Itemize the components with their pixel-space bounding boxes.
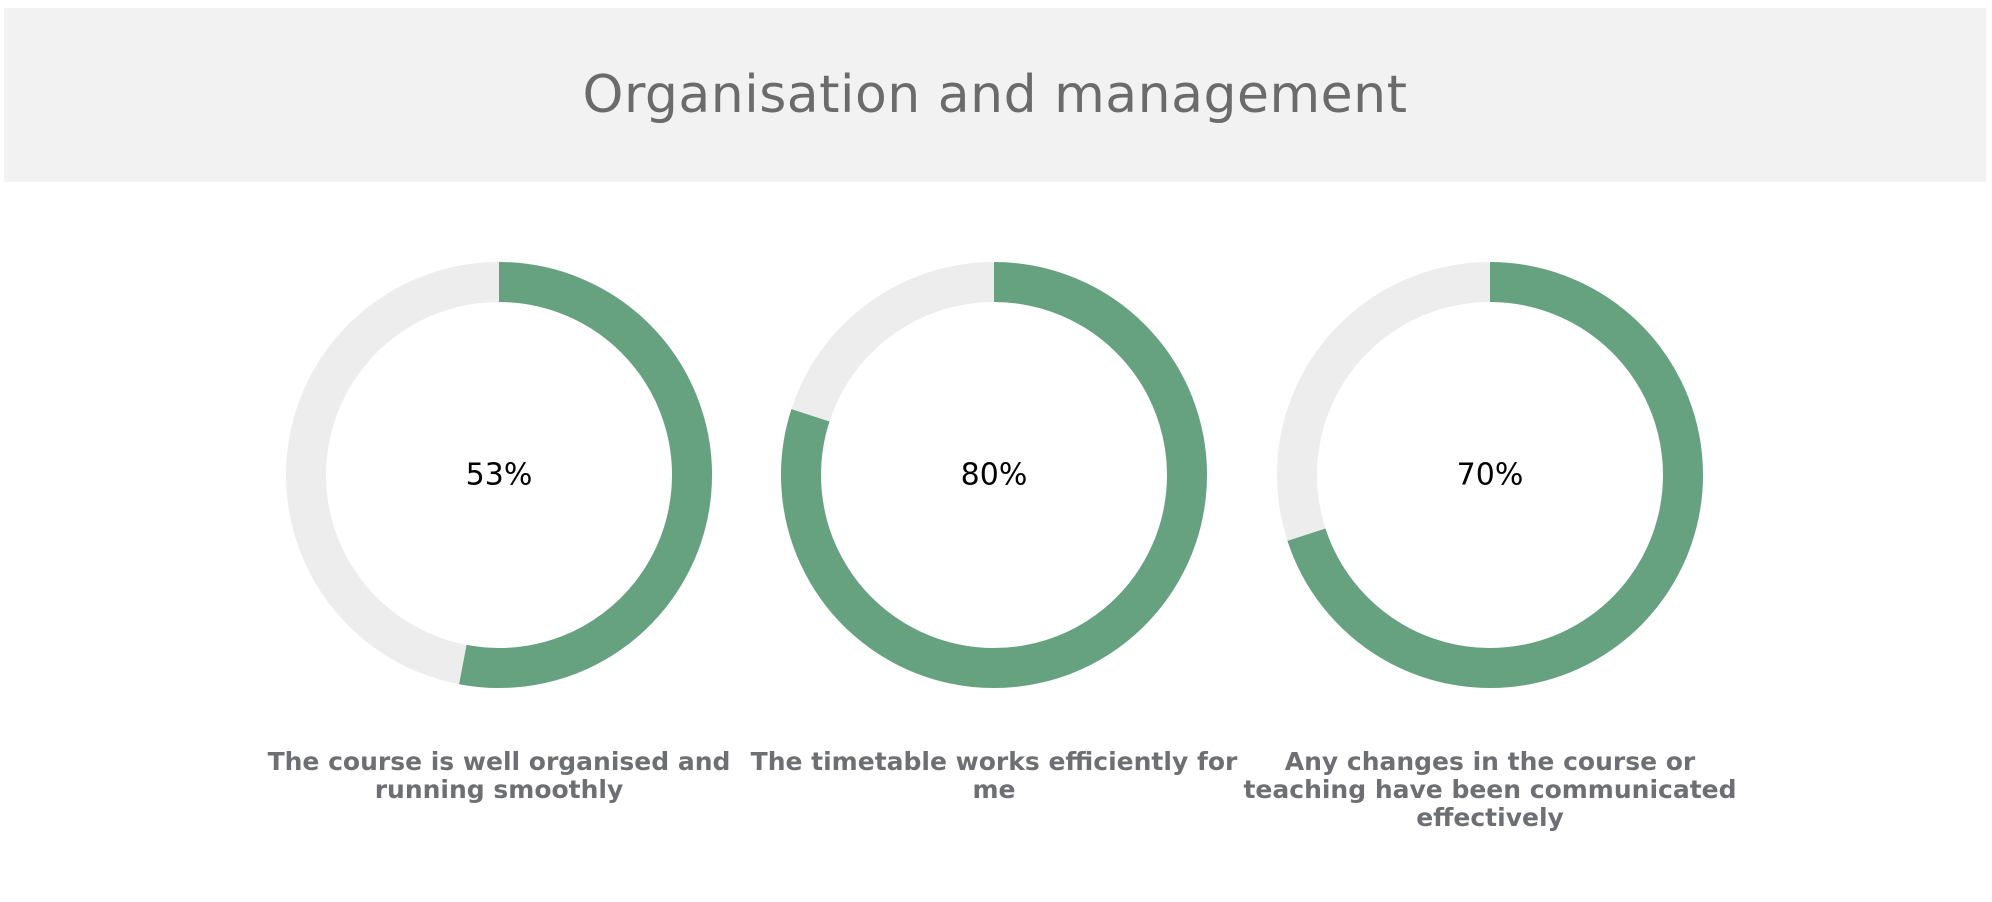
- donut-value-text: 80%: [961, 458, 1028, 493]
- donut-label: The course is well organised and running…: [267, 747, 731, 804]
- donut-value-arc: [459, 262, 712, 688]
- donut-label: Any changes in the course or teaching ha…: [1243, 747, 1737, 832]
- donut-svg: 70%: [1277, 262, 1703, 688]
- donut-value-arc: [781, 262, 1207, 688]
- donut-label: The timetable works efficiently for me: [750, 747, 1238, 804]
- page-title: Organisation and management: [582, 65, 1408, 125]
- header: Organisation and management: [4, 8, 1986, 182]
- donut-value-text: 53%: [466, 458, 533, 493]
- donut-svg: 80%: [781, 262, 1207, 688]
- donut-svg: 53%: [286, 262, 712, 688]
- donut-value-text: 70%: [1457, 458, 1524, 493]
- donut-value-arc: [1287, 262, 1703, 688]
